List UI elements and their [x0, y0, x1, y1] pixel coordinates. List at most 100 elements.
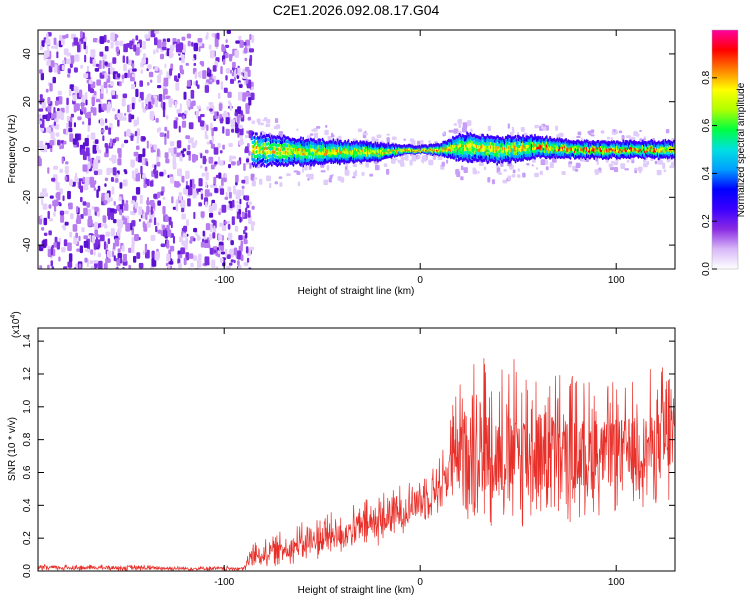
spectrogram-noise-cell — [80, 31, 83, 38]
spectrogram-noise-cell — [243, 163, 246, 171]
spectrogram-halo-cell — [654, 160, 658, 165]
spectrogram-halo-cell — [279, 182, 283, 187]
spectrogram-noise-cell — [104, 61, 108, 66]
spectrogram-noise-cell — [166, 130, 170, 139]
spectrogram-noise-cell — [168, 264, 171, 269]
spectrogram-noise-cell — [139, 194, 143, 204]
spectrogram-noise-cell — [224, 196, 229, 200]
spectrogram-noise-cell — [231, 155, 237, 160]
spectrogram-noise-cell — [153, 168, 156, 175]
spectrogram-halo-cell — [660, 162, 665, 165]
spectrogram-halo-cell — [467, 120, 472, 126]
spectrogram-noise-cell — [210, 143, 215, 149]
spectrogram-noise-cell — [110, 41, 114, 49]
spectrogram-noise-cell — [130, 200, 136, 204]
spectrogram-noise-cell — [82, 121, 85, 125]
spectrogram-noise-cell — [109, 138, 112, 147]
spectrogram-noise-cell — [112, 138, 117, 144]
spectrogram-noise-cell — [124, 72, 128, 79]
spectrogram-noise-cell — [197, 259, 202, 268]
spectrogram-noise-cell — [131, 63, 135, 69]
spectrogram-noise-cell — [124, 170, 128, 175]
spectrogram-noise-cell — [218, 241, 224, 246]
spectrogram-noise-cell — [198, 178, 203, 187]
spectrogram-noise-cell — [72, 138, 78, 145]
spectrogram-noise-cell — [238, 266, 242, 269]
spectrogram-halo-cell — [286, 173, 291, 177]
spectrogram-signal-cell — [534, 156, 536, 160]
spectrogram-noise-cell — [87, 219, 92, 227]
spectrogram-noise-cell — [185, 135, 190, 140]
spectrogram-noise-cell — [135, 187, 141, 195]
spectrogram-halo-cell — [615, 159, 619, 162]
spectrogram-noise-cell — [181, 120, 187, 128]
spectrogram-noise-cell — [164, 126, 168, 132]
spectrogram-noise-cell — [76, 216, 82, 224]
spectrogram-noise-cell — [199, 70, 202, 79]
spectrogram-signal-cell — [340, 139, 342, 143]
spectrogram-noise-cell — [94, 229, 98, 237]
spectrogram-noise-cell — [93, 170, 98, 176]
spectrogram-noise-cell — [127, 59, 132, 66]
spectrogram-noise-cell — [47, 48, 50, 57]
spectrogram-halo-cell — [540, 124, 544, 129]
spectrogram-noise-cell — [162, 227, 167, 237]
spectrogram-noise-cell — [183, 91, 187, 100]
spectrogram-halo-cell — [309, 133, 314, 136]
spectrogram-signal-cell — [339, 162, 341, 166]
spectrogram-noise-cell — [155, 118, 159, 123]
spectrogram-halo-cell — [391, 159, 396, 164]
spectrogram-noise-cell — [98, 103, 102, 113]
spectrogram-noise-cell — [43, 217, 48, 226]
spectrogram-noise-cell — [162, 206, 166, 215]
spectrogram-halo-cell — [410, 139, 416, 146]
spectrogram-noise-cell — [240, 135, 243, 143]
spectrogram-noise-cell — [64, 221, 69, 226]
spectrogram-noise-cell — [179, 103, 182, 112]
spectrogram-noise-cell — [211, 259, 216, 269]
spectrogram-noise-cell — [109, 157, 112, 161]
spectrogram-noise-cell — [226, 254, 231, 259]
spectrogram-noise-cell — [89, 260, 94, 265]
spectrogram-halo-cell — [442, 134, 446, 137]
spectrogram-noise-cell — [193, 237, 196, 242]
spectrogram-halo-cell — [434, 141, 438, 144]
spectrogram-noise-cell — [149, 266, 153, 269]
spectrogram-noise-cell — [178, 125, 181, 133]
spectrogram-noise-cell — [154, 99, 158, 108]
spectrogram-noise-cell — [176, 38, 180, 44]
spectrogram-noise-cell — [127, 69, 130, 79]
spectrogram-noise-cell — [220, 251, 226, 255]
spectrogram-noise-cell — [234, 225, 239, 232]
spectrogram-noise-cell — [107, 238, 111, 245]
spectrogram-halo-cell — [421, 155, 427, 161]
spectrogram-noise-cell — [121, 98, 126, 107]
spectrogram-halo-cell — [577, 131, 582, 136]
spectrogram-noise-cell — [238, 91, 243, 101]
spectrogram-noise-cell — [157, 229, 162, 234]
spectrogram-noise-cell — [49, 140, 55, 146]
spectrogram-noise-cell — [231, 216, 235, 226]
spectrogram-halo-cell — [448, 129, 454, 133]
spectrogram-noise-cell — [167, 174, 170, 178]
spectrogram-noise-cell — [241, 92, 247, 100]
spectrogram-noise-cell — [118, 153, 122, 158]
spectrogram-noise-cell — [108, 167, 113, 173]
spectrogram-noise-cell — [234, 50, 239, 58]
spectrogram-noise-cell — [77, 44, 80, 53]
spectrogram-halo-cell — [545, 166, 549, 171]
spectrogram-noise-cell — [96, 189, 99, 198]
spectrogram-noise-cell — [69, 133, 74, 142]
spectrogram-noise-cell — [221, 225, 227, 231]
spectrogram-noise-cell — [233, 259, 236, 264]
spectrogram-halo-cell — [595, 169, 599, 175]
spectrogram-noise-cell — [114, 40, 120, 46]
spectrogram-halo-cell — [574, 168, 579, 172]
spectrogram-noise-cell — [111, 108, 116, 112]
spectrogram-noise-cell — [99, 36, 105, 44]
spectrogram-noise-cell — [73, 236, 78, 245]
spectrogram-noise-cell — [53, 121, 56, 126]
spectrogram-noise-cell — [193, 62, 197, 67]
spectrogram-noise-cell — [81, 102, 84, 112]
